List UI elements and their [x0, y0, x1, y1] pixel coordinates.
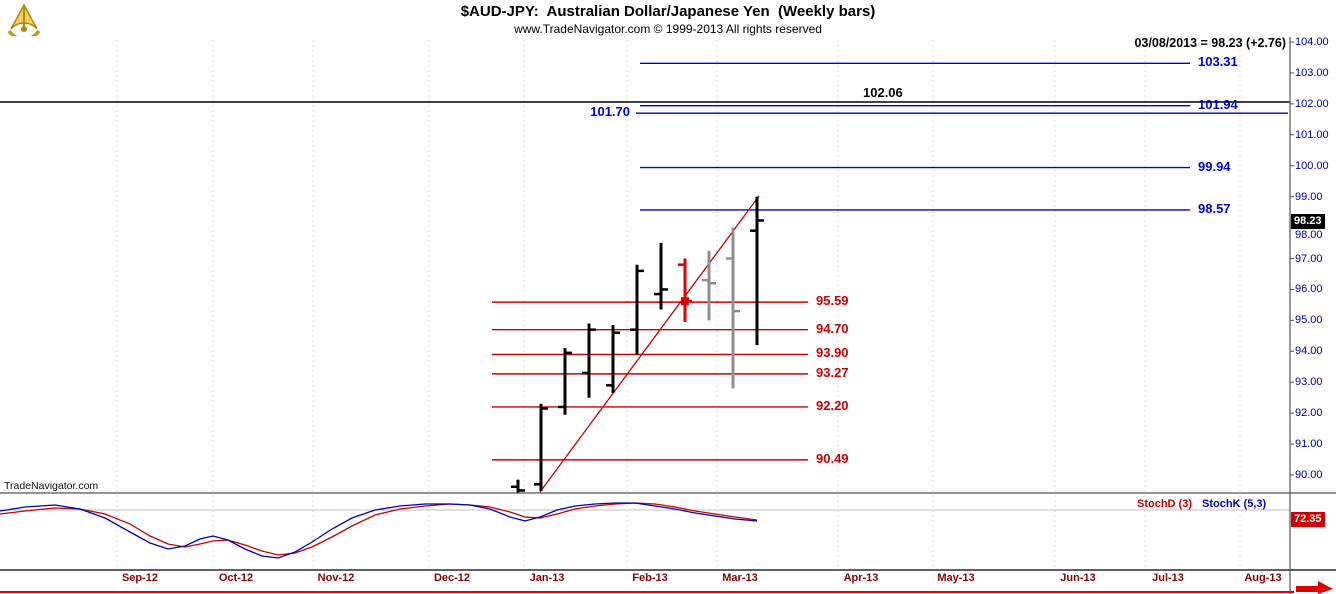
- ohlc-bar: [582, 323, 596, 398]
- ohlc-bar: [678, 258, 692, 322]
- stochk-curve: [0, 502, 758, 559]
- ohlc-bar: [558, 348, 572, 415]
- copyright-notice: www.TradeNavigator.com © 1999-2013 All r…: [514, 22, 822, 36]
- last-quote-readout: 03/08/2013 = 98.23 (+2.76): [1134, 36, 1286, 50]
- trend-line[interactable]: [539, 195, 760, 493]
- ohlc-bar: [750, 196, 764, 346]
- ohlc-bar: [726, 227, 740, 389]
- ohlc-bar: [654, 243, 668, 310]
- stochd-curve: [0, 502, 758, 556]
- tradenavigator-logo-icon: [4, 2, 44, 41]
- ohlc-bar: [630, 264, 644, 355]
- ohlc-bar: [511, 479, 525, 493]
- chart-title: $AUD-JPY: Australian Dollar/Japanese Yen…: [460, 3, 876, 20]
- ohlc-bar: [606, 325, 620, 394]
- scroll-right-arrow-head[interactable]: [1318, 581, 1333, 594]
- ohlc-bar: [534, 403, 548, 492]
- scroll-right-arrow[interactable]: [1296, 586, 1318, 592]
- ohlc-bar: [702, 250, 716, 321]
